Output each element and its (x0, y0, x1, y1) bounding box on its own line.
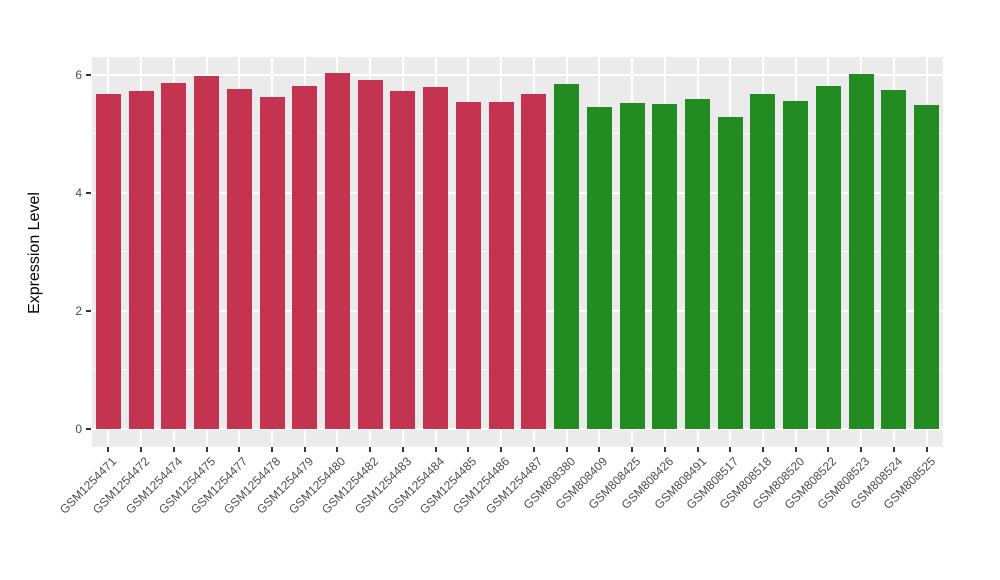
y-axis-tick-label: 0 (75, 422, 82, 436)
bar-GSM1254475 (194, 76, 220, 429)
x-axis-tick (336, 447, 339, 452)
bar-GSM1254480 (324, 73, 350, 429)
x-axis-tick (271, 447, 274, 452)
y-axis-tick-label: 4 (75, 186, 82, 200)
x-axis-tick (860, 447, 863, 452)
bar-GSM1254474 (161, 83, 187, 429)
y-axis-tick-label: 2 (75, 304, 82, 318)
x-axis-tick (107, 447, 110, 452)
bar-GSM1254485 (455, 101, 481, 429)
bar-GSM808491 (685, 99, 711, 429)
bar-GSM808380 (554, 83, 580, 429)
x-axis-tick (238, 447, 241, 452)
minor-gridline (92, 369, 943, 370)
bar-GSM1254483 (390, 90, 416, 429)
major-gridline (92, 74, 943, 76)
major-gridline (92, 310, 943, 312)
x-axis-tick (565, 447, 568, 452)
bar-GSM1254484 (423, 87, 449, 429)
bar-GSM808523 (848, 74, 874, 429)
bar-GSM1254479 (292, 86, 318, 429)
plot-panel (92, 57, 943, 447)
bar-GSM808409 (586, 106, 612, 429)
bar-GSM1254487 (521, 93, 547, 429)
major-gridline (92, 428, 943, 430)
x-axis-tick (794, 447, 797, 452)
y-axis-tick (86, 310, 91, 312)
bar-GSM808522 (815, 86, 841, 429)
bar-GSM808517 (717, 117, 743, 429)
bar-GSM808425 (619, 102, 645, 429)
major-gridline (92, 192, 943, 194)
x-axis-tick (467, 447, 470, 452)
y-axis-tick-label: 6 (75, 68, 82, 82)
x-axis-tick (696, 447, 699, 452)
x-axis-tick (729, 447, 732, 452)
bar-GSM808518 (750, 94, 776, 429)
x-axis-tick (434, 447, 437, 452)
bar-GSM1254471 (95, 93, 121, 429)
bar-GSM1254472 (128, 90, 154, 429)
x-axis-tick (827, 447, 830, 452)
x-axis-tick (172, 447, 175, 452)
minor-gridline (92, 133, 943, 134)
x-axis-tick (303, 447, 306, 452)
bar-GSM808426 (652, 103, 678, 429)
bar-GSM1254482 (357, 80, 383, 429)
bar-GSM1254478 (259, 96, 285, 429)
x-axis-tick (140, 447, 143, 452)
x-axis-tick (663, 447, 666, 452)
x-axis-tick (631, 447, 634, 452)
x-axis-tick (401, 447, 404, 452)
x-axis-tick (761, 447, 764, 452)
y-axis-tick (86, 192, 91, 194)
bar-GSM808525 (914, 104, 940, 429)
x-axis-tick (532, 447, 535, 452)
y-axis-title: Expression Level (26, 192, 43, 314)
x-axis-tick (205, 447, 208, 452)
x-axis-tick (500, 447, 503, 452)
minor-gridline (92, 251, 943, 252)
bar-GSM1254486 (488, 102, 514, 429)
y-axis-tick (86, 428, 91, 430)
x-axis-tick (598, 447, 601, 452)
x-axis-tick (892, 447, 895, 452)
x-axis-tick (369, 447, 372, 452)
bar-GSM808524 (881, 90, 907, 429)
y-axis-tick (86, 74, 91, 76)
bar-GSM808520 (783, 100, 809, 429)
x-axis-tick (925, 447, 928, 452)
bar-GSM1254477 (226, 89, 252, 429)
